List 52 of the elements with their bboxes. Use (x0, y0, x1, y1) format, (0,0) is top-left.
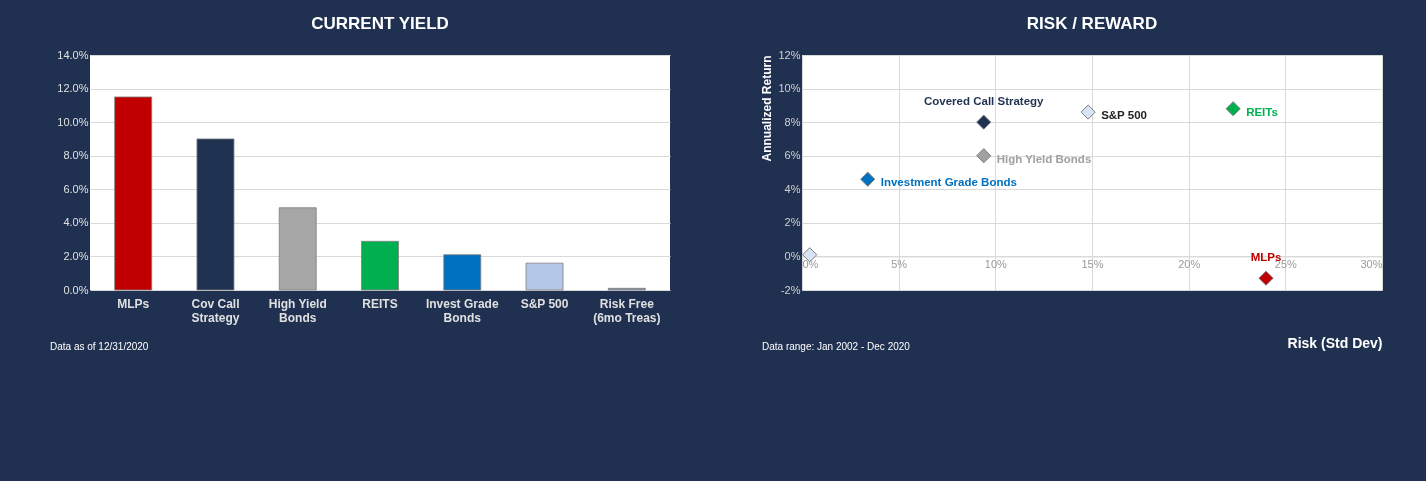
series-label: High Yield Bonds (996, 152, 1092, 165)
x-tick-label: 5% (891, 257, 908, 270)
y-tick-label: 0% (784, 249, 801, 262)
x-tick-label: S&P 500 (520, 296, 569, 311)
bar (114, 96, 153, 291)
point (1225, 101, 1241, 117)
y-tick-label: 8.0% (63, 149, 89, 162)
chart-title: RISK / REWARD (1026, 14, 1158, 33)
point (1258, 270, 1274, 286)
x-tick-label: REITS (362, 296, 398, 311)
point (976, 114, 992, 130)
y-tick-label: 12% (778, 48, 801, 61)
y-tick-label: 4% (784, 182, 801, 195)
point (860, 171, 876, 187)
text: Data as of 12/31/2020 (50, 341, 149, 352)
series-label: Covered Call Strategy (923, 95, 1045, 108)
y-tick-label: 10% (778, 82, 801, 95)
x-axis-title: Risk (Std Dev) (1287, 334, 1383, 351)
y-tick-label: -2% (780, 283, 801, 296)
x-tick-label: 0% (802, 257, 819, 270)
x-tick-label: 20% (1178, 257, 1201, 270)
x-tick-label: Cov Call Strategy (191, 296, 240, 325)
x-tick-label: Invest Grade Bonds (425, 296, 499, 325)
x-tick-label: Risk Free (6mo Treas) (593, 296, 661, 325)
y-axis-title: Annualized Return (760, 55, 775, 162)
bar (196, 138, 235, 291)
point (976, 148, 992, 164)
y-tick-label: 2.0% (63, 249, 89, 262)
y-tick-label: 12.0% (57, 82, 89, 95)
y-tick-label: 8% (784, 115, 801, 128)
bar (525, 262, 564, 291)
bar (443, 254, 482, 291)
bar (361, 240, 399, 291)
series-label: S&P 500 (1101, 109, 1147, 122)
series-label: REITs (1246, 105, 1278, 118)
y-tick-label: 2% (784, 216, 801, 229)
x-tick-label: 30% (1360, 257, 1383, 270)
text: Data range: Jan 2002 - Dec 2020 (762, 341, 911, 352)
y-tick-label: 6% (784, 149, 801, 162)
chart-title: CURRENT YIELD (311, 14, 449, 33)
y-tick-label: 10.0% (57, 115, 89, 128)
x-tick-label: 15% (1081, 257, 1104, 270)
x-tick-label: 10% (984, 257, 1008, 270)
x-tick-label: MLPs (117, 296, 150, 311)
y-tick-label: 14.0% (57, 48, 89, 61)
point (1080, 104, 1096, 120)
y-tick-label: 0.0% (63, 283, 89, 296)
bar (278, 207, 317, 291)
series-label: Investment Grade Bonds (880, 176, 1017, 189)
y-tick-label: 6.0% (63, 182, 89, 195)
y-tick-label: 4.0% (63, 216, 89, 229)
x-tick-label: High Yield Bonds (268, 296, 327, 325)
